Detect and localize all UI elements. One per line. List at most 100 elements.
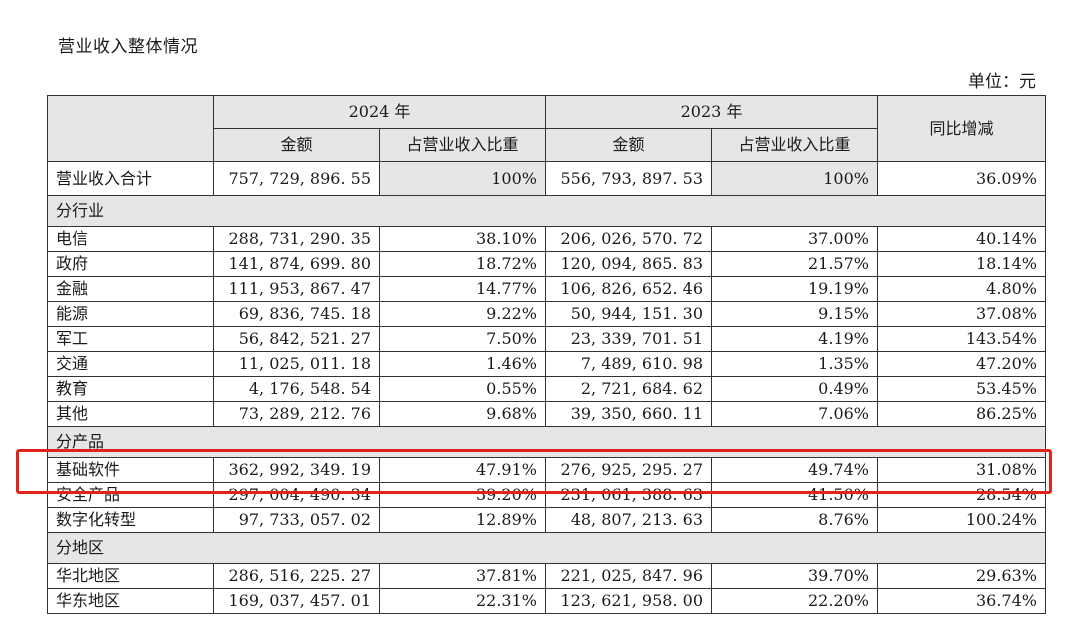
share-2024-cell: 1.46% bbox=[379, 351, 546, 377]
row-label: 安全产品 bbox=[47, 482, 214, 508]
header-amount-2024: 金额 bbox=[213, 128, 380, 162]
row-label: 电信 bbox=[47, 226, 214, 252]
revenue-table: 2024 年 2023 年 同比增减 金额 占营业收入比重 金额 占营业收入比重… bbox=[47, 95, 1046, 614]
section-label: 分产品 bbox=[47, 426, 1046, 458]
header-year-2024: 2024 年 bbox=[213, 95, 546, 129]
total-share-2023: 100% bbox=[711, 161, 878, 196]
yoy-cell: 29.63% bbox=[877, 563, 1046, 589]
yoy-cell: 143.54% bbox=[877, 326, 1046, 352]
share-2023-cell: 7.06% bbox=[711, 401, 878, 427]
share-2024-cell: 38.10% bbox=[379, 226, 546, 252]
share-2023-cell: 8.76% bbox=[711, 507, 878, 533]
yoy-cell: 100.24% bbox=[877, 507, 1046, 533]
share-2024-cell: 0.55% bbox=[379, 376, 546, 402]
share-2024-cell: 7.50% bbox=[379, 326, 546, 352]
amount-2023-cell: 231, 061, 388. 63 bbox=[545, 482, 712, 508]
share-2024-cell: 47.91% bbox=[379, 457, 546, 483]
table-row: 华东地区 169, 037, 457. 01 22.31% 123, 621, 958… bbox=[47, 588, 1046, 614]
share-2023-cell: 37.00% bbox=[711, 226, 878, 252]
yoy-cell: 36.74% bbox=[877, 588, 1046, 614]
share-2023-cell: 22.20% bbox=[711, 588, 878, 614]
total-yoy: 36.09% bbox=[877, 161, 1046, 196]
amount-2023-cell: 276, 925, 295. 27 bbox=[545, 457, 712, 483]
row-label: 教育 bbox=[47, 376, 214, 402]
amount-2024-cell: 111, 953, 867. 47 bbox=[213, 276, 380, 302]
table-row: 金融 111, 953, 867. 47 14.77% 106, 826, 652. … bbox=[47, 276, 1046, 302]
yoy-cell: 4.80% bbox=[877, 276, 1046, 302]
amount-2024-cell: 73, 289, 212. 76 bbox=[213, 401, 380, 427]
amount-2023-cell: 123, 621, 958. 00 bbox=[545, 588, 712, 614]
share-2023-cell: 4.19% bbox=[711, 326, 878, 352]
amount-2023-cell: 120, 094, 865. 83 bbox=[545, 251, 712, 277]
yoy-cell: 37.08% bbox=[877, 301, 1046, 327]
share-2024-cell: 14.77% bbox=[379, 276, 546, 302]
amount-2024-cell: 141, 874, 699. 80 bbox=[213, 251, 380, 277]
amount-2023-cell: 7, 489, 610. 98 bbox=[545, 351, 712, 377]
share-2023-cell: 1.35% bbox=[711, 351, 878, 377]
table-row: 能源 69, 836, 745. 18 9.22% 50, 944, 151. 30 9… bbox=[47, 301, 1046, 327]
row-label: 华东地区 bbox=[47, 588, 214, 614]
yoy-cell: 18.14% bbox=[877, 251, 1046, 277]
share-2024-cell: 37.81% bbox=[379, 563, 546, 589]
row-label: 交通 bbox=[47, 351, 214, 377]
yoy-cell: 47.20% bbox=[877, 351, 1046, 377]
document-title: 营业收入整体情况 bbox=[58, 37, 198, 57]
header-row-years: 2024 年 2023 年 同比增减 bbox=[47, 95, 1046, 162]
yoy-cell: 53.45% bbox=[877, 376, 1046, 402]
header-amount-2023: 金额 bbox=[545, 128, 712, 162]
amount-2023-cell: 50, 944, 151. 30 bbox=[545, 301, 712, 327]
table-row: 军工 56, 842, 521. 27 7.50% 23, 339, 701. 51 4… bbox=[47, 326, 1046, 352]
table-row: 交通 11, 025, 011. 18 1.46% 7, 489, 610. 98 1.… bbox=[47, 351, 1046, 377]
amount-2023-cell: 221, 025, 847. 96 bbox=[545, 563, 712, 589]
share-2023-cell: 49.74% bbox=[711, 457, 878, 483]
share-2023-cell: 21.57% bbox=[711, 251, 878, 277]
amount-2024-cell: 288, 731, 290. 35 bbox=[213, 226, 380, 252]
header-year-2023: 2023 年 bbox=[545, 95, 878, 129]
share-2024-cell: 12.89% bbox=[379, 507, 546, 533]
header-blank-cell bbox=[47, 95, 214, 162]
share-2024-cell: 39.20% bbox=[379, 482, 546, 508]
share-2024-cell: 9.68% bbox=[379, 401, 546, 427]
table-row: 教育 4, 176, 548. 54 0.55% 2, 721, 684. 62 0.4… bbox=[47, 376, 1046, 402]
table-row: 华北地区 286, 516, 225. 27 37.81% 221, 025, 847… bbox=[47, 563, 1046, 589]
amount-2023-cell: 206, 026, 570. 72 bbox=[545, 226, 712, 252]
section-header-row: 分行业 bbox=[47, 195, 1046, 227]
yoy-cell: 86.25% bbox=[877, 401, 1046, 427]
amount-2024-cell: 56, 842, 521. 27 bbox=[213, 326, 380, 352]
amount-2023-cell: 2, 721, 684. 62 bbox=[545, 376, 712, 402]
table-row: 政府 141, 874, 699. 80 18.72% 120, 094, 865. … bbox=[47, 251, 1046, 277]
header-share-2023: 占营业收入比重 bbox=[711, 128, 878, 162]
row-label: 能源 bbox=[47, 301, 214, 327]
share-2023-cell: 41.50% bbox=[711, 482, 878, 508]
header-yoy: 同比增减 bbox=[877, 95, 1046, 162]
share-2023-cell: 39.70% bbox=[711, 563, 878, 589]
total-amount-2024: 757, 729, 896. 55 bbox=[213, 161, 380, 196]
total-label: 营业收入合计 bbox=[47, 161, 214, 196]
table-row: 安全产品 297, 004, 490. 34 39.20% 231, 061, 388… bbox=[47, 482, 1046, 508]
row-label: 基础软件 bbox=[47, 457, 214, 483]
row-label: 其他 bbox=[47, 401, 214, 427]
total-amount-2023: 556, 793, 897. 53 bbox=[545, 161, 712, 196]
amount-2024-cell: 297, 004, 490. 34 bbox=[213, 482, 380, 508]
amount-2024-cell: 286, 516, 225. 27 bbox=[213, 563, 380, 589]
share-2024-cell: 22.31% bbox=[379, 588, 546, 614]
row-label: 政府 bbox=[47, 251, 214, 277]
row-label: 数字化转型 bbox=[47, 507, 214, 533]
amount-2024-cell: 97, 733, 057. 02 bbox=[213, 507, 380, 533]
header-share-2024: 占营业收入比重 bbox=[379, 128, 546, 162]
share-2023-cell: 0.49% bbox=[711, 376, 878, 402]
header-row-metrics: 金额 占营业收入比重 金额 占营业收入比重 bbox=[48, 128, 1046, 162]
amount-2023-cell: 39, 350, 660. 11 bbox=[545, 401, 712, 427]
table-row: 数字化转型 97, 733, 057. 02 12.89% 48, 807, 213.… bbox=[47, 507, 1046, 533]
section-header-row: 分地区 bbox=[47, 532, 1046, 564]
row-label: 金融 bbox=[47, 276, 214, 302]
share-2023-cell: 9.15% bbox=[711, 301, 878, 327]
section-label: 分地区 bbox=[47, 532, 1046, 564]
table-row: 基础软件 362, 992, 349. 19 47.91% 276, 925, 295… bbox=[47, 457, 1046, 483]
amount-2024-cell: 362, 992, 349. 19 bbox=[213, 457, 380, 483]
amount-2023-cell: 106, 826, 652. 46 bbox=[545, 276, 712, 302]
unit-label: 单位：元 bbox=[968, 72, 1036, 92]
yoy-cell: 31.08% bbox=[877, 457, 1046, 483]
row-label: 华北地区 bbox=[47, 563, 214, 589]
amount-2024-cell: 69, 836, 745. 18 bbox=[213, 301, 380, 327]
